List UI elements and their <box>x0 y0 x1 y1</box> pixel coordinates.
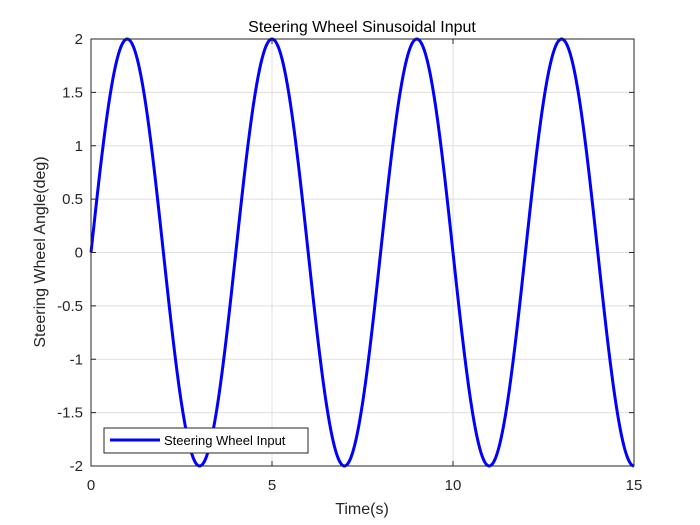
series-line <box>89 37 635 468</box>
x-tick-label: 5 <box>268 477 276 494</box>
legend: Steering Wheel Input <box>103 427 309 454</box>
y-tick-label: 1.5 <box>62 84 83 101</box>
y-axis-label: Steering Wheel Angle(deg) <box>32 156 49 347</box>
y-tick-label: 2 <box>75 31 83 48</box>
x-tick-label: 0 <box>87 477 95 494</box>
y-ticks: -2 -1.5 -1 -0.5 0 0.5 1 1.5 2 <box>57 31 634 475</box>
y-tick-label: 1 <box>75 138 83 155</box>
y-tick-label: -1.5 <box>57 405 83 422</box>
y-tick-label: -0.5 <box>57 298 83 315</box>
x-tick-label: 10 <box>445 477 462 494</box>
x-axis-label: Time(s) <box>335 501 389 518</box>
x-ticks: 0 5 10 15 <box>87 39 643 494</box>
chart-title: Steering Wheel Sinusoidal Input <box>248 19 476 36</box>
x-tick-label: 15 <box>626 477 643 494</box>
y-tick-label: -2 <box>70 458 83 475</box>
series-layer <box>89 37 635 468</box>
legend-label: Steering Wheel Input <box>164 433 286 448</box>
y-tick-label: -1 <box>70 351 83 368</box>
y-tick-label: 0.5 <box>62 191 83 208</box>
y-tick-label: 0 <box>75 245 83 262</box>
